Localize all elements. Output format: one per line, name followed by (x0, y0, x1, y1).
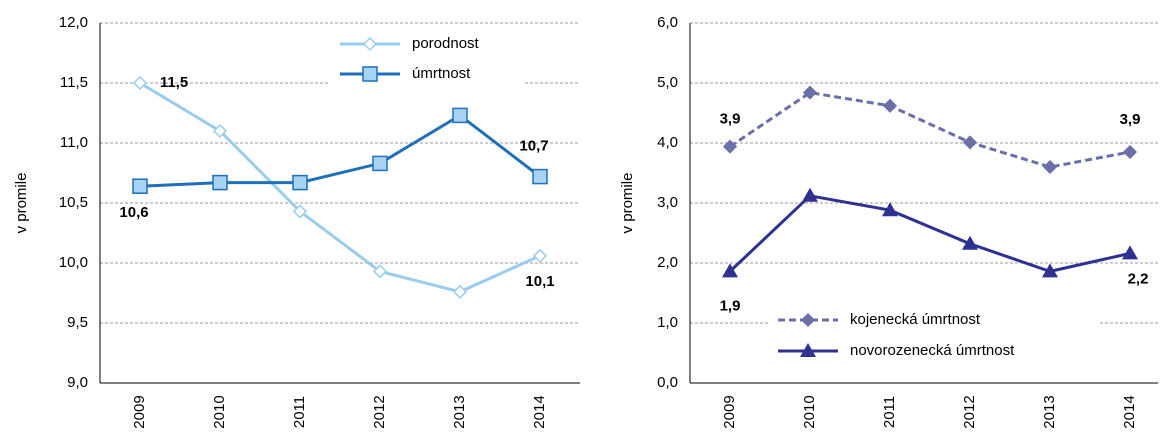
marker (532, 248, 548, 263)
data-label: 2,2 (1128, 270, 1149, 287)
y-tick-label: 9,5 (67, 314, 88, 331)
data-label: 11,5 (160, 74, 188, 91)
y-axis-label: v promile (619, 173, 636, 234)
marker (372, 264, 388, 279)
x-tick-label: 2013 (1041, 395, 1058, 428)
marker (1042, 159, 1058, 175)
x-tick-label: 2012 (961, 395, 978, 428)
y-tick-label: 4,0 (657, 134, 678, 151)
legend-box (770, 305, 1100, 368)
legend-label: porodnost (412, 35, 480, 52)
legend-label: kojenecká úmrtnost (850, 311, 981, 328)
y-tick-label: 6,0 (657, 14, 678, 31)
marker (722, 263, 738, 278)
x-tick-label: 2009 (131, 395, 148, 428)
marker (132, 178, 148, 194)
x-tick-label: 2012 (371, 395, 388, 428)
marker (292, 204, 308, 219)
marker (132, 75, 148, 91)
marker (962, 135, 978, 150)
legend-marker (800, 312, 816, 328)
y-tick-label: 3,0 (657, 194, 678, 211)
x-tick-label: 2013 (451, 395, 468, 428)
marker (802, 85, 818, 100)
series-line (729, 91, 1131, 169)
marker (212, 123, 228, 139)
legend-marker (362, 36, 378, 52)
legend-label: úmrtnost (412, 65, 471, 82)
x-tick-label: 2014 (531, 395, 548, 428)
marker (452, 107, 468, 124)
y-tick-label: 1,0 (657, 314, 678, 331)
data-label: 10,7 (519, 138, 548, 155)
y-tick-label: 11,0 (60, 134, 88, 151)
marker (212, 174, 228, 191)
y-tick-label: 11,5 (60, 74, 88, 91)
marker (962, 235, 978, 250)
y-tick-label: 9,0 (67, 374, 88, 391)
x-tick-label: 2010 (801, 395, 818, 428)
marker (1122, 144, 1138, 160)
marker (532, 168, 548, 185)
data-label: 3,9 (1120, 111, 1141, 128)
marker (882, 98, 898, 113)
series-line (139, 113, 541, 188)
legend-marker (800, 343, 816, 357)
data-label: 1,9 (720, 297, 741, 314)
series-line (139, 81, 541, 294)
marker (722, 139, 738, 154)
y-tick-label: 10,0 (59, 254, 88, 271)
legend-marker (362, 66, 378, 82)
marker (372, 155, 388, 172)
x-tick-label: 2011 (881, 396, 898, 428)
y-tick-label: 12,0 (59, 14, 88, 31)
data-label: 10,1 (525, 273, 554, 290)
y-tick-label: 2,0 (657, 254, 678, 271)
marker (292, 174, 308, 191)
y-tick-label: 0,0 (657, 374, 678, 391)
marker (882, 202, 898, 217)
y-tick-label: 5,0 (657, 74, 678, 91)
x-tick-label: 2009 (721, 395, 738, 428)
marker (1042, 263, 1058, 278)
data-label: 10,6 (119, 204, 148, 221)
y-axis-label: v promile (13, 173, 30, 234)
marker (1122, 245, 1138, 260)
x-tick-label: 2014 (1121, 395, 1138, 428)
x-tick-label: 2010 (211, 395, 228, 428)
series-line (728, 194, 1131, 273)
marker (452, 284, 468, 299)
data-label: 3,9 (720, 111, 741, 128)
y-tick-label: 10,5 (59, 194, 88, 211)
marker (802, 187, 818, 202)
legend-label: novorozenecká úmrtnost (850, 342, 1015, 359)
x-tick-label: 2011 (291, 396, 308, 428)
